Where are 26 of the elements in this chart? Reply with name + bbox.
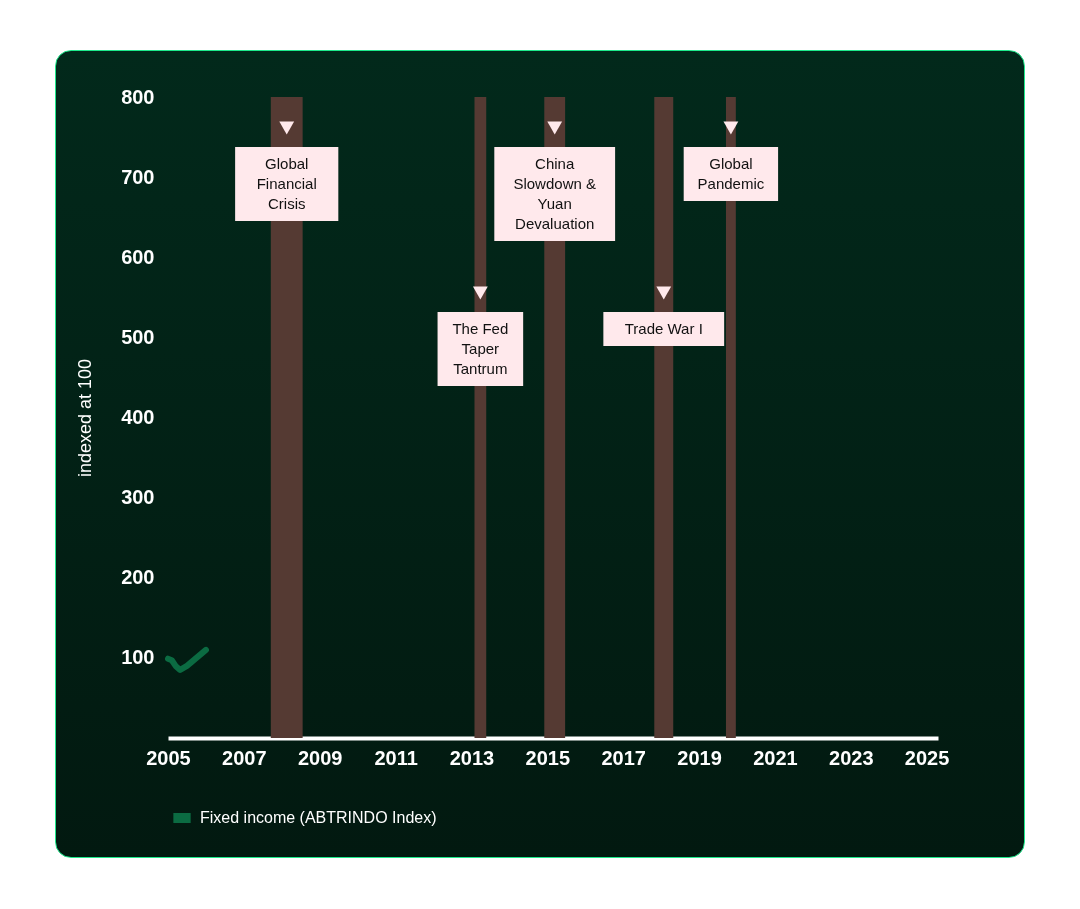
x-tick-label: 2015 (525, 746, 571, 769)
band-label: Trade War I (624, 320, 703, 337)
band-label: China Slowdown & Yuan Devaluation (513, 155, 596, 232)
band-label: Global Financial Crisis (256, 155, 317, 212)
x-tick-label: 2007 (222, 746, 267, 769)
y-axis-title: indexed at 100 (75, 358, 96, 478)
band-label: Global Pandemic (697, 155, 765, 192)
y-tick-label: 200 (121, 566, 155, 589)
y-tick-label: 100 (121, 646, 155, 669)
y-tick-label: 500 (121, 325, 155, 348)
legend-label: Fixed income (ABTRINDO Index) (200, 809, 437, 826)
x-tick-label: 2009 (297, 746, 343, 769)
x-tick-label: 2011 (374, 746, 418, 769)
x-tick-label: 2023 (829, 746, 874, 769)
y-tick-label: 300 (121, 486, 155, 509)
x-tick-label: 2005 (146, 746, 191, 769)
y-tick-label: 400 (121, 406, 155, 428)
x-tick-label: 2017 (601, 746, 646, 769)
x-tick-label: 2019 (677, 746, 722, 769)
x-tick-label: 2025 (904, 746, 950, 769)
x-tick-label: 2013 (449, 746, 495, 769)
y-tick-label: 700 (121, 165, 155, 188)
y-tick-label: 600 (121, 245, 155, 268)
y-tick-label: 800 (121, 85, 155, 108)
x-tick-label: 2021 (753, 746, 798, 769)
band-label: The Fed Taper Tantrum (452, 320, 509, 377)
